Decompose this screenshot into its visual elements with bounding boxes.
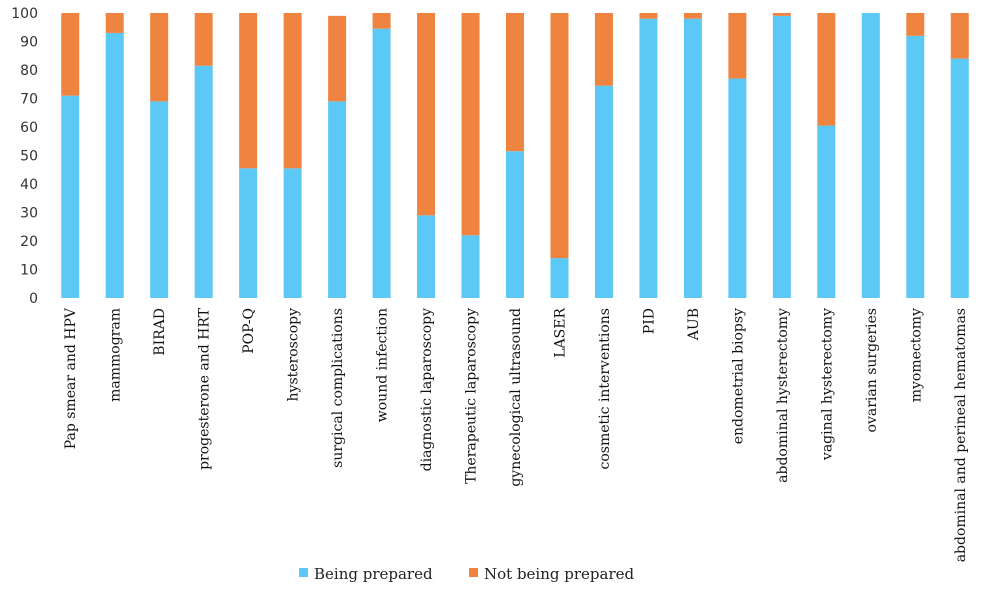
- bar-being-prepared: [861, 13, 880, 298]
- bar-not-being-prepared: [61, 13, 80, 96]
- bar-being-prepared: [283, 168, 302, 298]
- x-category-label: abdominal hysterectomy: [775, 308, 791, 483]
- bar-not-being-prepared: [728, 13, 747, 79]
- x-category-label: progesterone and HRT: [197, 307, 213, 470]
- bar-not-being-prepared: [372, 13, 391, 29]
- y-tick-label: 50: [20, 149, 38, 165]
- y-tick-label: 0: [29, 291, 38, 307]
- x-category-label: PID: [641, 308, 657, 334]
- bar-being-prepared: [550, 258, 569, 298]
- bar-not-being-prepared: [506, 13, 524, 152]
- bar-being-prepared: [61, 95, 80, 299]
- bar-not-being-prepared: [683, 13, 702, 19]
- bar-not-being-prepared: [105, 13, 124, 33]
- x-category-label: gynecological ultrasound: [508, 308, 524, 487]
- bar-not-being-prepared: [594, 13, 613, 86]
- bar-being-prepared: [683, 18, 702, 298]
- bar-not-being-prepared: [950, 13, 969, 59]
- bar-being-prepared: [328, 101, 347, 298]
- bar-not-being-prepared: [417, 13, 436, 216]
- bar-not-being-prepared: [328, 15, 347, 102]
- bars: [61, 13, 969, 299]
- bar-not-being-prepared: [150, 13, 169, 102]
- legend-swatch: [299, 568, 308, 577]
- y-tick-label: 100: [11, 6, 38, 22]
- bar-being-prepared: [239, 168, 258, 298]
- legend-label: Not being prepared: [484, 565, 635, 583]
- x-category-label: vaginal hysterectomy: [819, 308, 835, 461]
- bar-being-prepared: [728, 78, 747, 298]
- x-category-label: POP-Q: [241, 308, 257, 354]
- x-category-label: hysteroscopy: [286, 308, 302, 402]
- legend-swatch: [469, 568, 478, 577]
- bar-not-being-prepared: [283, 13, 302, 169]
- bar-being-prepared: [906, 35, 925, 299]
- y-axis: 0 10 20 30 40 50 60 70 80 90 100: [11, 6, 38, 307]
- bar-being-prepared: [772, 15, 791, 298]
- x-category-label: AUB: [686, 308, 702, 341]
- y-tick-label: 70: [20, 92, 38, 108]
- x-category-label: Therapeutic laparoscopy: [464, 308, 480, 484]
- bar-being-prepared: [594, 85, 613, 299]
- x-category-label: diagnostic laparoscopy: [419, 308, 435, 471]
- y-tick-label: 90: [20, 35, 38, 51]
- bar-being-prepared: [105, 32, 124, 298]
- bar-being-prepared: [150, 101, 169, 298]
- x-category-label: mammogram: [108, 308, 124, 402]
- x-category-label: abdominal and perineal hematomas: [953, 308, 969, 562]
- bar-not-being-prepared: [194, 13, 213, 66]
- bar-being-prepared: [417, 215, 436, 298]
- bar-not-being-prepared: [906, 13, 925, 36]
- y-tick-label: 10: [20, 263, 38, 279]
- bar-not-being-prepared: [639, 13, 658, 19]
- bar-not-being-prepared: [461, 13, 480, 236]
- y-tick-label: 20: [20, 234, 38, 250]
- bar-being-prepared: [817, 125, 836, 298]
- bar-not-being-prepared: [817, 13, 836, 126]
- bar-being-prepared: [950, 58, 969, 298]
- x-category-label: BIRAD: [152, 308, 168, 356]
- bar-being-prepared: [372, 28, 391, 299]
- bar-not-being-prepared: [772, 13, 791, 16]
- y-tick-label: 40: [20, 177, 38, 193]
- bar-not-being-prepared: [239, 13, 258, 169]
- x-category-label: ovarian surgeries: [864, 308, 880, 432]
- x-category-label: cosmetic interventions: [597, 308, 613, 469]
- bar-being-prepared: [194, 65, 213, 298]
- bar-being-prepared: [639, 18, 658, 298]
- y-tick-label: 60: [20, 120, 38, 136]
- x-category-label: Pap smear and HPV: [63, 307, 79, 449]
- bar-being-prepared: [461, 235, 480, 298]
- y-tick-label: 80: [20, 63, 38, 79]
- x-category-label: endometrial biopsy: [730, 308, 746, 444]
- x-category-label: surgical complications: [330, 308, 346, 468]
- legend-label: Being prepared: [314, 565, 433, 583]
- legend: Being prepared Not being prepared: [299, 565, 635, 583]
- y-tick-label: 30: [20, 206, 38, 222]
- bar-not-being-prepared: [550, 13, 569, 259]
- x-category-label: LASER: [552, 308, 568, 358]
- x-category-label: wound infection: [375, 308, 391, 422]
- x-axis-labels: Pap smear and HPV mammogram BIRAD progester…: [63, 307, 969, 562]
- x-category-label: myomectomy: [908, 308, 924, 402]
- bar-being-prepared: [506, 151, 524, 298]
